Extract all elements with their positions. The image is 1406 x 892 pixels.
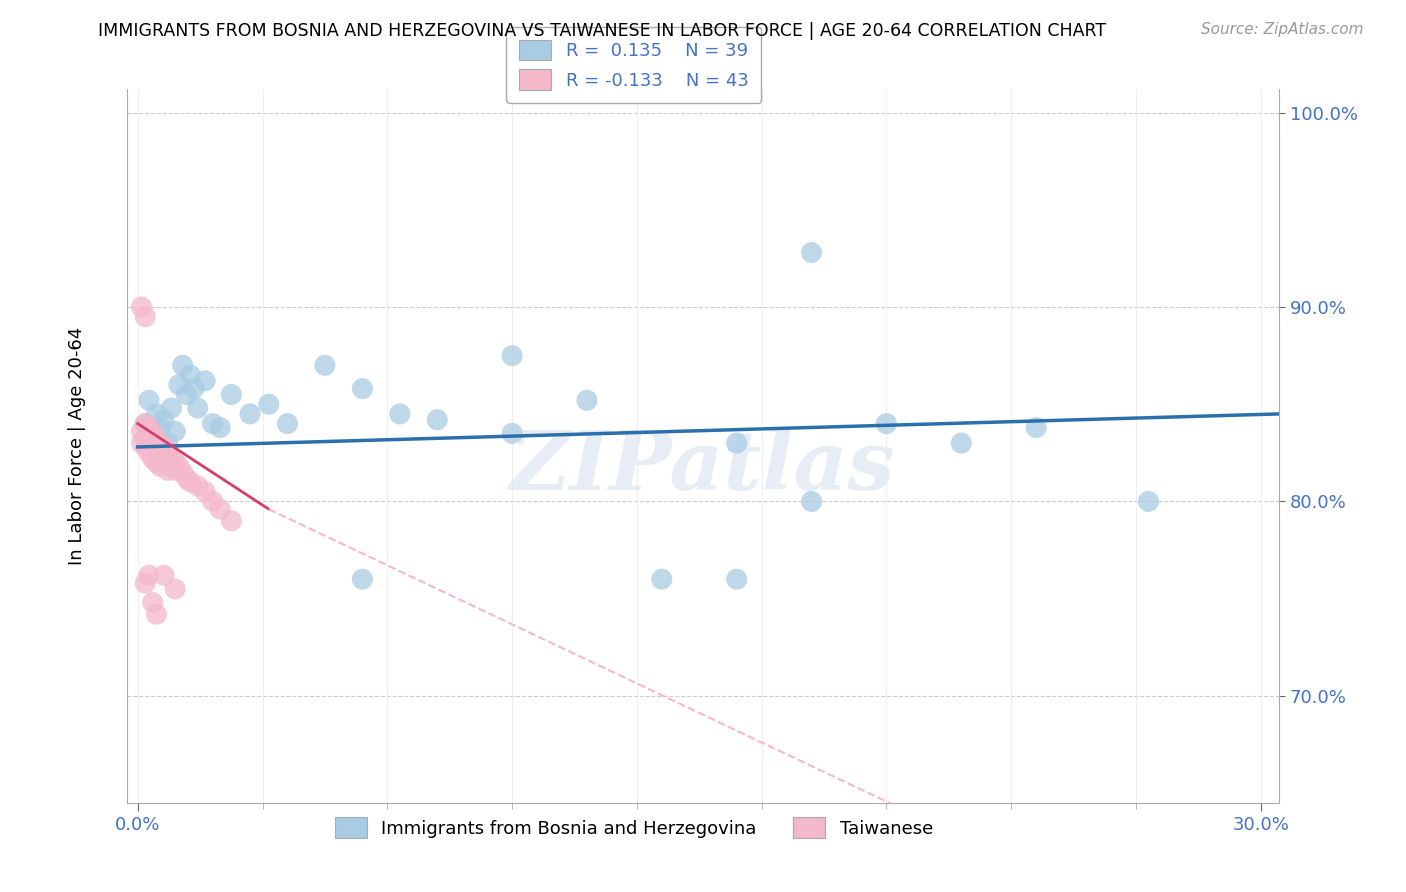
Point (176, 471, 198, 485)
Point (165, 456, 187, 470)
Point (134, 432, 156, 446)
Point (145, 432, 167, 446)
Point (145, 443, 167, 458)
Point (194, 484, 217, 499)
Point (426, 413, 449, 427)
Point (138, 393, 160, 408)
Point (575, 393, 598, 408)
Point (209, 420, 232, 434)
Legend: Immigrants from Bosnia and Herzegovina, Taiwanese: Immigrants from Bosnia and Herzegovina, … (322, 805, 946, 851)
Point (134, 576, 156, 591)
Point (131, 436, 153, 450)
Point (239, 407, 262, 421)
Point (160, 451, 183, 466)
Point (156, 456, 179, 470)
Point (950, 436, 973, 450)
Point (138, 420, 160, 434)
Point (149, 420, 172, 434)
Point (138, 432, 160, 446)
Point (156, 436, 179, 450)
Point (725, 572, 748, 586)
Point (176, 387, 198, 401)
Point (352, 382, 374, 396)
Point (172, 465, 194, 479)
Point (149, 440, 172, 454)
Point (167, 377, 190, 392)
Point (209, 502, 232, 516)
Point (145, 607, 167, 622)
Point (201, 417, 224, 431)
Point (183, 382, 205, 396)
Point (352, 572, 374, 586)
Point (153, 413, 176, 427)
Point (165, 425, 187, 439)
Point (651, 572, 673, 586)
Point (134, 417, 156, 431)
Point (314, 359, 336, 373)
Point (501, 349, 523, 363)
Point (142, 595, 165, 609)
Point (156, 463, 179, 477)
Point (187, 479, 209, 493)
Point (138, 568, 160, 582)
Point (1025, 420, 1047, 434)
Point (142, 426, 165, 441)
Point (276, 417, 298, 431)
Text: Source: ZipAtlas.com: Source: ZipAtlas.com (1201, 22, 1364, 37)
Point (201, 494, 224, 508)
Text: In Labor Force | Age 20-64: In Labor Force | Age 20-64 (69, 326, 86, 566)
Point (800, 494, 823, 508)
Point (142, 451, 165, 466)
Point (388, 407, 411, 421)
Point (257, 397, 280, 411)
Point (167, 459, 190, 474)
Point (131, 425, 153, 439)
Point (875, 417, 897, 431)
Point (134, 417, 156, 431)
Point (179, 368, 201, 382)
Point (149, 459, 172, 474)
Point (187, 401, 209, 415)
Point (1137, 494, 1160, 508)
Point (145, 456, 167, 470)
Point (153, 568, 176, 582)
Point (800, 245, 823, 260)
Point (149, 451, 172, 466)
Point (179, 475, 201, 489)
Point (142, 440, 165, 454)
Point (725, 436, 748, 450)
Point (138, 446, 160, 460)
Point (221, 387, 243, 401)
Point (172, 359, 194, 373)
Text: ZIPatlas: ZIPatlas (510, 427, 896, 508)
Point (156, 443, 179, 458)
Point (153, 440, 176, 454)
Point (131, 300, 153, 314)
Point (221, 514, 243, 528)
Point (153, 448, 176, 462)
Point (160, 401, 183, 415)
Point (501, 426, 523, 441)
Text: IMMIGRANTS FROM BOSNIA AND HERZEGOVINA VS TAIWANESE IN LABOR FORCE | AGE 20-64 C: IMMIGRANTS FROM BOSNIA AND HERZEGOVINA V… (98, 22, 1107, 40)
Point (145, 407, 167, 421)
Point (134, 310, 156, 324)
Point (160, 459, 183, 474)
Point (134, 440, 156, 454)
Point (165, 582, 187, 596)
Point (165, 463, 187, 477)
Point (142, 426, 165, 441)
Point (194, 374, 217, 388)
